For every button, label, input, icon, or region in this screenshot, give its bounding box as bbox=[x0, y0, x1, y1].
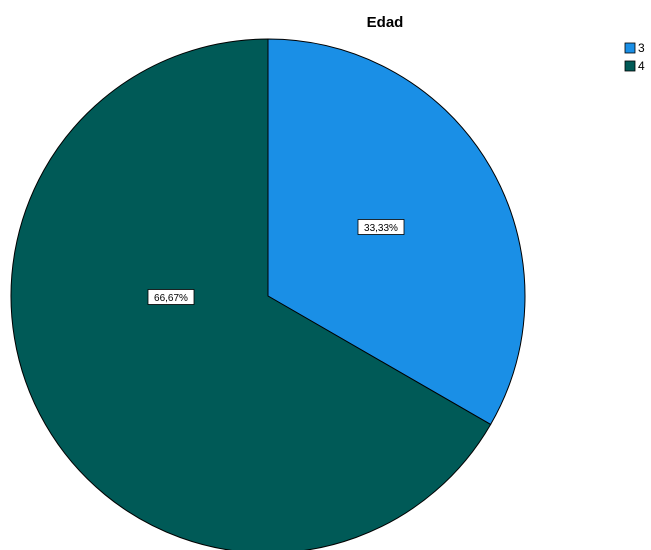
legend-label-4: 4 bbox=[638, 59, 645, 73]
data-label-text: 66,67% bbox=[154, 293, 188, 304]
pie-slice-4 bbox=[10, 38, 492, 550]
data-label-3: 33,33% bbox=[357, 219, 405, 235]
pie-data-labels: 33,33% 66,67% bbox=[147, 219, 405, 305]
data-label-text: 33,33% bbox=[364, 223, 398, 234]
legend-label-3: 3 bbox=[638, 41, 645, 55]
data-label-box bbox=[147, 289, 195, 305]
data-label-4: 66,67% bbox=[147, 289, 195, 305]
legend-swatch-4 bbox=[624, 60, 636, 72]
pie-slices bbox=[10, 38, 526, 550]
data-label-box bbox=[357, 219, 405, 235]
legend: 3 4 bbox=[624, 41, 645, 73]
legend-swatch-3 bbox=[624, 42, 636, 54]
chart-title: Edad bbox=[367, 14, 404, 31]
